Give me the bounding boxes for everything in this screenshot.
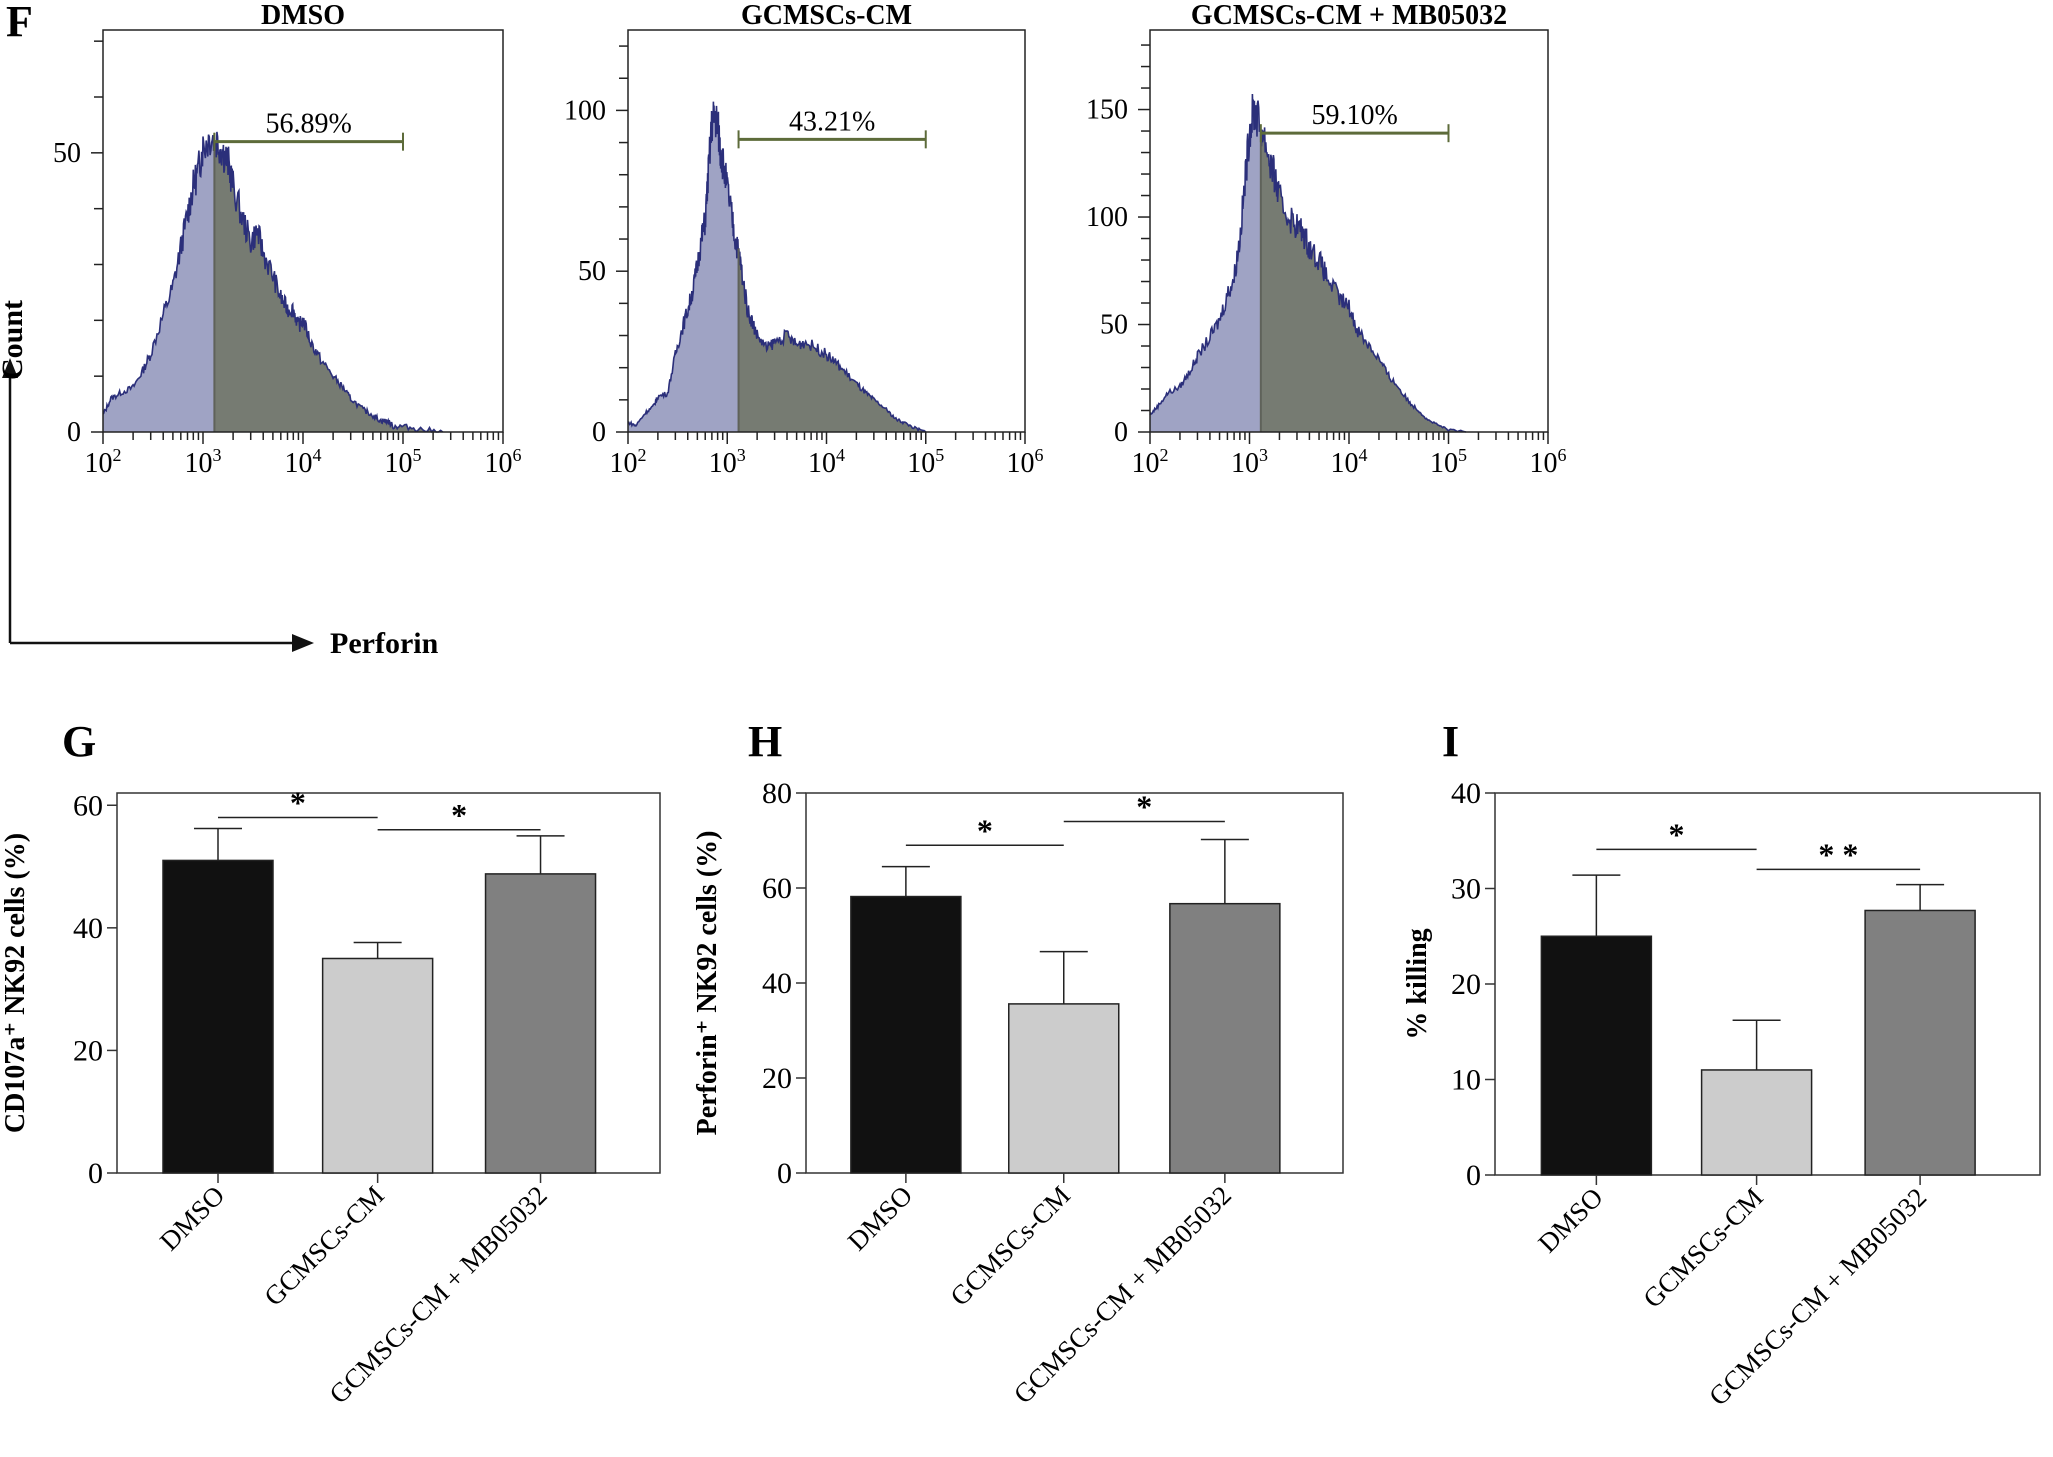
y-tick-label: 0: [1466, 1159, 1481, 1192]
perforin-arrow-head-icon: [292, 634, 314, 652]
y-tick-label: 100: [1086, 202, 1128, 233]
gate-marker: 43.21%: [737, 106, 927, 149]
y-tick-label: 20: [1451, 968, 1481, 1001]
y-tick-label: 50: [53, 138, 81, 169]
y-tick-label: 50: [1100, 310, 1128, 341]
perforin-axis-title: Perforin: [330, 627, 439, 660]
histogram-fill-gated: [214, 131, 443, 432]
category-label: DMSO: [842, 1180, 918, 1256]
significance-marker: * *: [1818, 836, 1858, 872]
histogram-fill-ungated: [1150, 94, 1261, 432]
histogram-title: GCMSCs-CM: [741, 0, 912, 31]
x-tick-label: 103: [185, 445, 222, 479]
x-tick-label: 104: [1331, 445, 1368, 479]
histogram-1: DMSO 0 50 102 103 104 105 106 56.89%: [53, 0, 522, 479]
category-label: DMSO: [154, 1180, 230, 1256]
histogram-outline: [627, 101, 927, 433]
x-tick-label: 104: [808, 445, 845, 479]
y-tick-label: 40: [73, 912, 103, 945]
y-tick-label: 10: [1451, 1064, 1481, 1097]
y-tick-label: 0: [88, 1157, 103, 1190]
category-label: GCMSCs-CM: [258, 1180, 390, 1312]
x-tick-label: 103: [709, 445, 746, 479]
x-tick-label: 106: [485, 445, 522, 479]
bar-2: [321, 957, 434, 1174]
histogram-title: GCMSCs-CM + MB05032: [1191, 0, 1507, 31]
x-tick-label: 105: [907, 445, 944, 479]
histogram-3: GCMSCs-CM + MB05032 0 50 100 150 102 103 104 105…: [1086, 0, 1567, 479]
x-tick-label: 102: [85, 445, 122, 479]
x-tick-label: 106: [1530, 445, 1567, 479]
bar-chart-g: 0 20 40 60 CD107a⁺ NK92 cells (%) DMSO GCMSCs-…: [0, 785, 661, 1409]
y-tick-label: 100: [564, 95, 606, 126]
y-tick-label: 60: [762, 872, 792, 905]
histogram-fill-gated: [1260, 127, 1467, 433]
y-tick-label: 20: [73, 1034, 103, 1067]
category-label: DMSO: [1532, 1182, 1608, 1258]
bar-1: [850, 895, 962, 1174]
histogram-fill-ungated: [103, 133, 215, 432]
significance-marker: *: [977, 812, 993, 848]
significance-marker: *: [290, 785, 306, 821]
gate-percentage: 56.89%: [266, 109, 352, 140]
x-tick-label: 105: [385, 445, 422, 479]
category-label: GCMSCs-CM: [944, 1180, 1076, 1312]
panel-letter-g: G: [62, 717, 96, 766]
bar-2: [1008, 1003, 1120, 1174]
y-tick-label: 30: [1451, 873, 1481, 906]
histogram-fill-gated: [738, 248, 926, 432]
bar-1: [1540, 935, 1653, 1176]
significance-marker: *: [1668, 816, 1684, 852]
y-tick-label: 0: [592, 417, 606, 448]
x-tick-label: 102: [1132, 445, 1169, 479]
histogram-outline: [102, 131, 444, 434]
bar-2: [1700, 1069, 1813, 1176]
y-tick-label: 50: [578, 256, 606, 287]
x-tick-label: 105: [1430, 445, 1467, 479]
panel-letter-i: I: [1442, 717, 1459, 766]
y-axis-title: CD107a⁺ NK92 cells (%): [0, 833, 31, 1133]
y-tick-label: 0: [777, 1157, 792, 1190]
x-tick-label: 102: [610, 445, 647, 479]
histogram-title: DMSO: [261, 0, 345, 31]
category-label: GCMSCs-CM: [1637, 1182, 1769, 1314]
bar-3: [1864, 909, 1976, 1176]
x-tick-label: 104: [285, 445, 322, 479]
significance-marker: *: [1136, 789, 1152, 825]
gate-percentage: 43.21%: [789, 106, 875, 137]
y-tick-label: 80: [762, 777, 792, 810]
y-tick-label: 40: [762, 967, 792, 1000]
bar-1: [162, 859, 274, 1174]
histogram-outline: [1149, 93, 1467, 433]
gate-percentage: 59.10%: [1312, 100, 1398, 131]
bar-3: [484, 873, 597, 1174]
bar-chart-h: 0 20 40 60 80 Perforin⁺ NK92 cells (%) DMSO GCM…: [692, 777, 1344, 1409]
y-tick-label: 0: [1114, 417, 1128, 448]
bar-3: [1169, 902, 1281, 1174]
panel-letter-f: F: [6, 0, 33, 46]
histogram-fill-ungated: [628, 101, 739, 432]
x-tick-label: 106: [1007, 445, 1044, 479]
significance-marker: *: [451, 797, 467, 833]
y-tick-label: 150: [1086, 95, 1128, 126]
count-arrow-head-icon: [2, 358, 18, 378]
histogram-2: GCMSCs-CM 0 50 100 102 103 104 105 106 43.21%: [564, 0, 1044, 479]
y-tick-label: 60: [73, 789, 103, 822]
gate-marker: 59.10%: [1259, 100, 1450, 143]
y-tick-label: 20: [762, 1062, 792, 1095]
y-axis-title: Perforin⁺ NK92 cells (%): [692, 831, 723, 1136]
y-axis-title: % killing: [1402, 928, 1433, 1039]
panel-letter-h: H: [748, 717, 782, 766]
x-tick-label: 103: [1231, 445, 1268, 479]
gate-marker: 56.89%: [213, 109, 404, 151]
y-tick-label: 40: [1451, 777, 1481, 810]
flow-axis-indicator: Count Perforin: [0, 300, 439, 660]
count-axis-title: Count: [0, 300, 29, 380]
y-tick-label: 0: [67, 417, 81, 448]
